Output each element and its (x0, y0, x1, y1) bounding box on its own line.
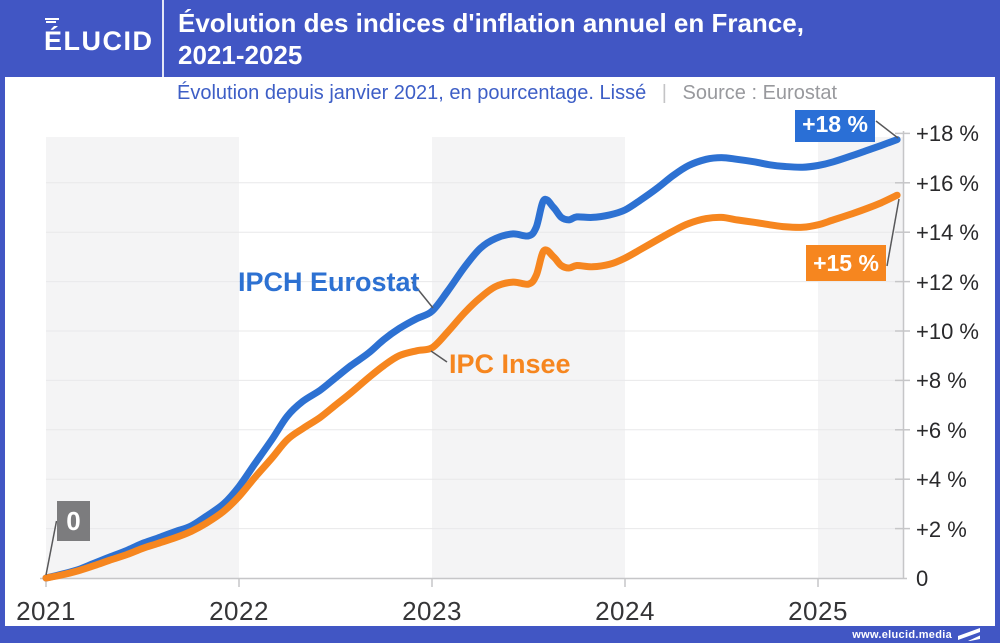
start-value-badge: 0 (57, 501, 90, 541)
chart-subtitle: Évolution depuis janvier 2021, en pource… (177, 82, 647, 104)
x-axis-tick-label: 2022 (209, 596, 269, 626)
brand-logo-text: ÉLUCID (44, 26, 154, 56)
page-title-line2: 2021-2025 (178, 40, 303, 70)
header: ÉLUCID Évolution des indices d'inflation… (0, 0, 1000, 77)
series-label-ipc-insee: IPC Insee (449, 349, 571, 379)
y-axis-tick-label: 0 (916, 566, 929, 591)
frame-border-left (0, 0, 5, 643)
callout-line-ipc-label (430, 350, 448, 363)
page-title: Évolution des indices d'inflation annuel… (178, 7, 804, 71)
chart-source: Source : Eurostat (682, 82, 838, 104)
gridlines (46, 182, 903, 530)
y-axis-tick-label: +6 % (916, 417, 967, 443)
footer-bar: www.elucid.media (0, 626, 1000, 643)
x-axis-tick-label: 2021 (16, 596, 76, 626)
series-line-ipc-insee (42, 191, 901, 582)
y-axis-tick-label: +10 % (916, 319, 979, 344)
series-label-ipch-eurostat: IPCH Eurostat (238, 267, 420, 297)
year-band (818, 137, 903, 578)
x-axis-tick-label: 2023 (402, 596, 462, 626)
y-axis-tick-label: +16 % (916, 170, 979, 196)
callout-line-badge-18 (875, 120, 899, 139)
header-divider (162, 0, 164, 77)
brand-logo: ÉLUCID (44, 18, 154, 57)
callout-line-badge-15 (886, 198, 900, 267)
axes (40, 131, 910, 587)
frame-border-right (995, 0, 1000, 643)
subtitle-bar: Évolution depuis janvier 2021, en pource… (6, 77, 994, 110)
y-axis-tick-label: +4 % (916, 467, 967, 493)
series-line-ipch-eurostat (42, 136, 901, 582)
y-axis-tick-label: +14 % (916, 220, 979, 246)
y-axis-tick-label: +18 % (916, 121, 979, 147)
year-band (432, 137, 625, 578)
callout-lines (45, 120, 900, 576)
y-axis-tick-label: +12 % (916, 269, 979, 295)
footer-flag-icon (958, 628, 980, 641)
y-axis-tick-label: +2 % (916, 516, 967, 542)
subtitle-separator: | (661, 82, 667, 104)
y-axis-tick-label: +8 % (916, 368, 967, 394)
logo-flag-icon (45, 18, 59, 24)
end-value-badge-ipc: +15 % (806, 245, 886, 281)
callout-line-zero (45, 520, 58, 576)
end-value-badge-ipch: +18 % (795, 106, 875, 142)
x-axis-tick-label: 2025 (788, 596, 848, 626)
x-axis-tick-label: 2024 (595, 596, 655, 626)
page-title-line1: Évolution des indices d'inflation annuel… (178, 8, 804, 38)
callout-line-ipch-label (411, 281, 434, 309)
footer-url: www.elucid.media (852, 628, 952, 641)
